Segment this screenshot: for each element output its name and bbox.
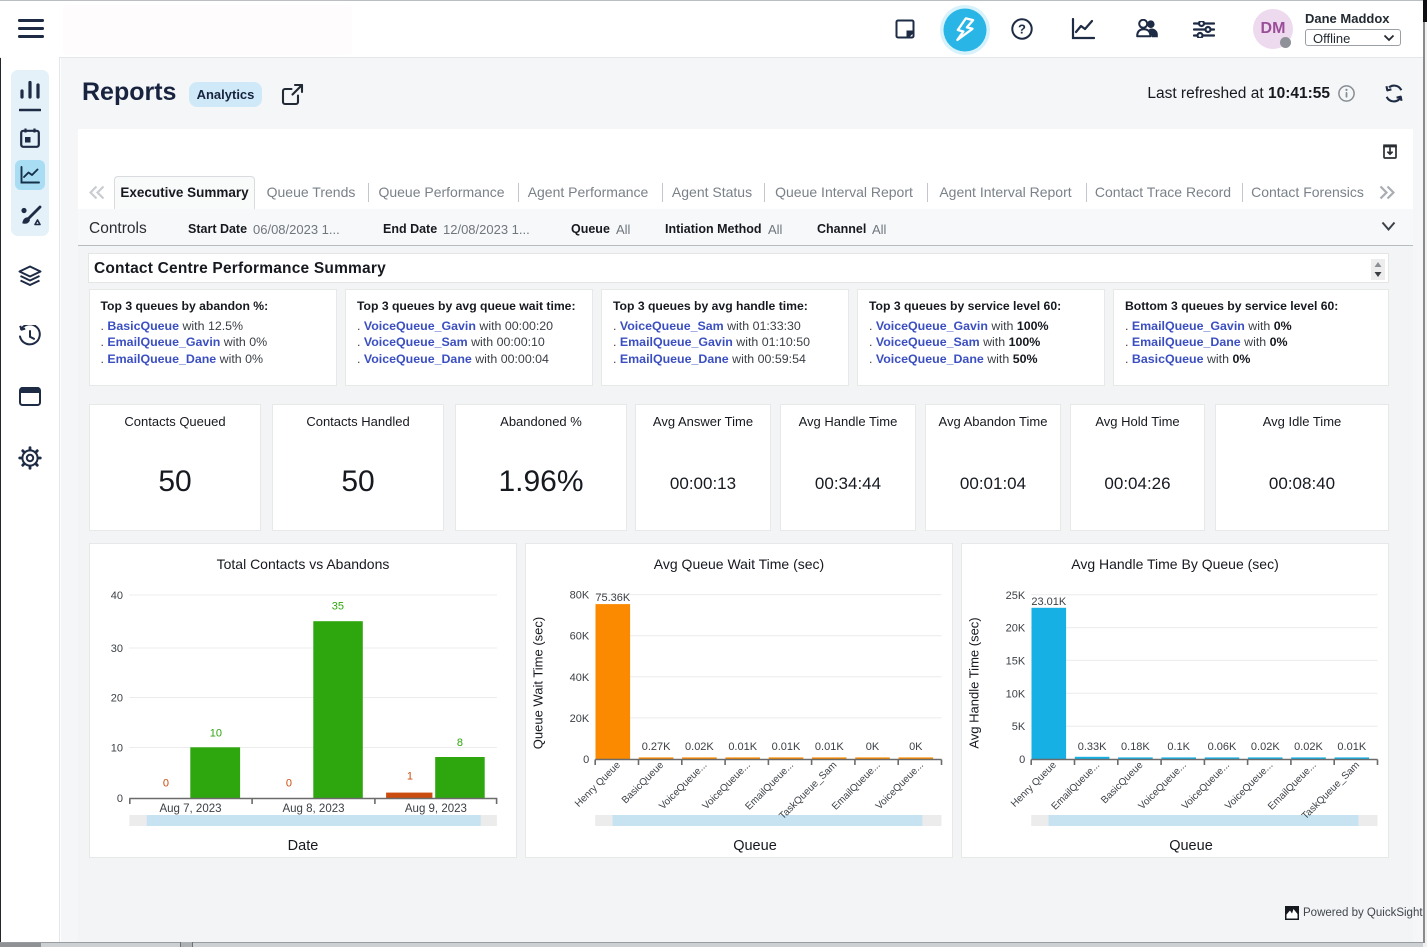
svg-text:0: 0	[583, 754, 589, 766]
svg-text:8: 8	[456, 737, 462, 749]
svg-text:10: 10	[110, 743, 122, 755]
svg-text:0.27K: 0.27K	[641, 741, 670, 753]
svg-text:Queue: Queue	[1169, 838, 1213, 854]
svg-text:75.36K: 75.36K	[595, 592, 631, 604]
svg-text:5K: 5K	[1011, 721, 1025, 733]
svg-text:0.01K: 0.01K	[814, 741, 843, 753]
svg-text:40: 40	[110, 590, 122, 602]
svg-text:40K: 40K	[569, 672, 589, 684]
svg-text:Avg Handle Time (sec): Avg Handle Time (sec)	[966, 617, 981, 748]
svg-text:0.18K: 0.18K	[1121, 741, 1150, 753]
svg-text:Date: Date	[287, 838, 318, 854]
svg-text:0.02K: 0.02K	[1294, 741, 1323, 753]
svg-text:0.01K: 0.01K	[1337, 741, 1366, 753]
svg-text:Aug 8, 2023: Aug 8, 2023	[282, 803, 344, 815]
svg-text:80K: 80K	[569, 590, 589, 602]
svg-text:30: 30	[110, 643, 122, 655]
svg-text:Total Contacts vs Abandons: Total Contacts vs Abandons	[216, 556, 389, 572]
svg-text:60K: 60K	[569, 631, 589, 643]
svg-text:Avg Queue Wait Time (sec): Avg Queue Wait Time (sec)	[653, 556, 823, 572]
svg-text:0.02K: 0.02K	[685, 741, 714, 753]
svg-text:0K: 0K	[865, 741, 879, 753]
svg-text:0.06K: 0.06K	[1207, 741, 1236, 753]
svg-text:0.01K: 0.01K	[771, 741, 800, 753]
svg-text:0: 0	[162, 778, 168, 790]
svg-text:20K: 20K	[1005, 623, 1025, 635]
svg-text:15K: 15K	[1005, 655, 1025, 667]
svg-text:35: 35	[331, 601, 343, 613]
svg-text:10K: 10K	[1005, 688, 1025, 700]
svg-text:0.01K: 0.01K	[728, 741, 757, 753]
svg-text:10: 10	[209, 728, 221, 740]
svg-text:23.01K: 23.01K	[1031, 596, 1067, 608]
svg-text:25K: 25K	[1005, 590, 1025, 602]
svg-text:0: 0	[1019, 754, 1025, 766]
svg-text:0.33K: 0.33K	[1077, 741, 1106, 753]
svg-text:Queue: Queue	[733, 838, 777, 854]
svg-text:0K: 0K	[909, 741, 923, 753]
svg-text:20K: 20K	[569, 713, 589, 725]
svg-text:Aug 9, 2023: Aug 9, 2023	[404, 803, 466, 815]
svg-text:0.02K: 0.02K	[1250, 741, 1279, 753]
svg-text:Aug 7, 2023: Aug 7, 2023	[159, 803, 221, 815]
svg-text:1: 1	[406, 771, 412, 783]
svg-text:20: 20	[110, 693, 122, 705]
svg-text:0.1K: 0.1K	[1167, 741, 1190, 753]
svg-text:0: 0	[116, 793, 122, 805]
svg-text:?: ?	[1018, 22, 1026, 37]
svg-text:0: 0	[285, 778, 291, 790]
svg-text:Avg Handle Time By Queue (sec): Avg Handle Time By Queue (sec)	[1071, 556, 1279, 572]
svg-text:Queue Wait Time (sec): Queue Wait Time (sec)	[530, 617, 545, 749]
